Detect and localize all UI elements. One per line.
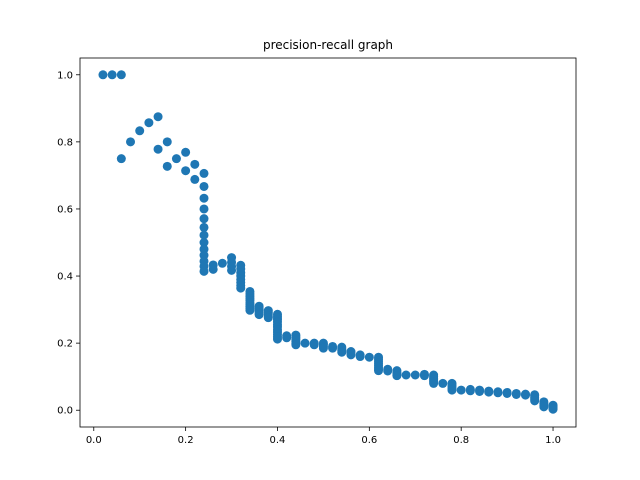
data-point (107, 70, 117, 80)
data-point (383, 366, 393, 376)
data-point (126, 137, 136, 147)
data-point (162, 137, 172, 147)
data-point (511, 389, 521, 399)
data-point (254, 310, 264, 320)
data-point (539, 402, 549, 412)
data-point (484, 387, 494, 397)
data-point (401, 370, 411, 380)
data-point (355, 352, 365, 362)
data-point (217, 258, 227, 268)
plot-area-frame (79, 57, 577, 428)
data-point (98, 70, 108, 80)
y-tick-label: 0.4 (57, 272, 73, 283)
data-point (272, 334, 282, 344)
data-point (374, 366, 384, 376)
data-point (245, 305, 255, 315)
y-tick-label: 0.6 (57, 204, 73, 215)
data-point (530, 396, 540, 406)
data-point (227, 265, 237, 275)
data-point (153, 144, 163, 154)
data-point (199, 181, 209, 191)
data-point (190, 174, 200, 184)
x-tick-label: 0.8 (453, 435, 469, 446)
data-point (328, 343, 338, 353)
y-axis-ticks: 0.0 0.2 0.4 0.6 0.8 1.0 (57, 70, 80, 417)
data-point (337, 347, 347, 357)
data-point (116, 70, 126, 80)
data-point (135, 126, 145, 136)
data-point (465, 386, 475, 396)
y-tick-label: 1.0 (57, 70, 73, 81)
y-tick-label: 0.8 (57, 137, 73, 148)
data-point (410, 370, 420, 380)
y-tick-label: 0.2 (57, 339, 73, 350)
data-point (392, 371, 402, 381)
data-point (199, 193, 209, 203)
data-point (144, 118, 154, 128)
data-point (309, 340, 319, 350)
x-axis-ticks: 0.0 0.2 0.4 0.6 0.8 1.0 (86, 427, 561, 446)
data-point (199, 214, 209, 224)
x-tick-label: 0.6 (361, 435, 377, 446)
x-tick-label: 1.0 (545, 435, 561, 446)
data-point (199, 266, 209, 276)
data-point (199, 204, 209, 214)
data-point (199, 168, 209, 178)
data-point (199, 222, 209, 232)
data-point (456, 385, 466, 395)
data-point (520, 390, 530, 400)
data-point (318, 343, 328, 353)
data-point (171, 154, 181, 164)
data-point (346, 350, 356, 360)
data-point (116, 154, 126, 164)
data-point (199, 230, 209, 240)
data-point (419, 371, 429, 381)
data-point (181, 147, 191, 157)
data-point (429, 378, 439, 388)
data-point (548, 404, 558, 414)
data-point (263, 313, 273, 323)
data-point (282, 333, 292, 343)
data-point (291, 340, 301, 350)
data-point (236, 283, 246, 293)
x-tick-label: 0.4 (270, 435, 286, 446)
data-point (475, 386, 485, 396)
data-point (447, 385, 457, 395)
data-point (208, 264, 218, 274)
chart-title: precision-recall graph (263, 38, 393, 52)
data-point (190, 159, 200, 169)
y-tick-label: 0.0 (57, 406, 73, 417)
data-point (493, 388, 503, 398)
data-point (181, 166, 191, 176)
data-point (153, 112, 163, 122)
data-point (438, 378, 448, 388)
data-point (199, 238, 209, 247)
data-point (162, 161, 172, 171)
x-tick-label: 0.2 (178, 435, 194, 446)
scatter-points (98, 70, 558, 414)
data-point (300, 338, 310, 348)
data-point (502, 388, 512, 398)
x-tick-label: 0.0 (86, 435, 102, 446)
data-point (364, 352, 374, 362)
